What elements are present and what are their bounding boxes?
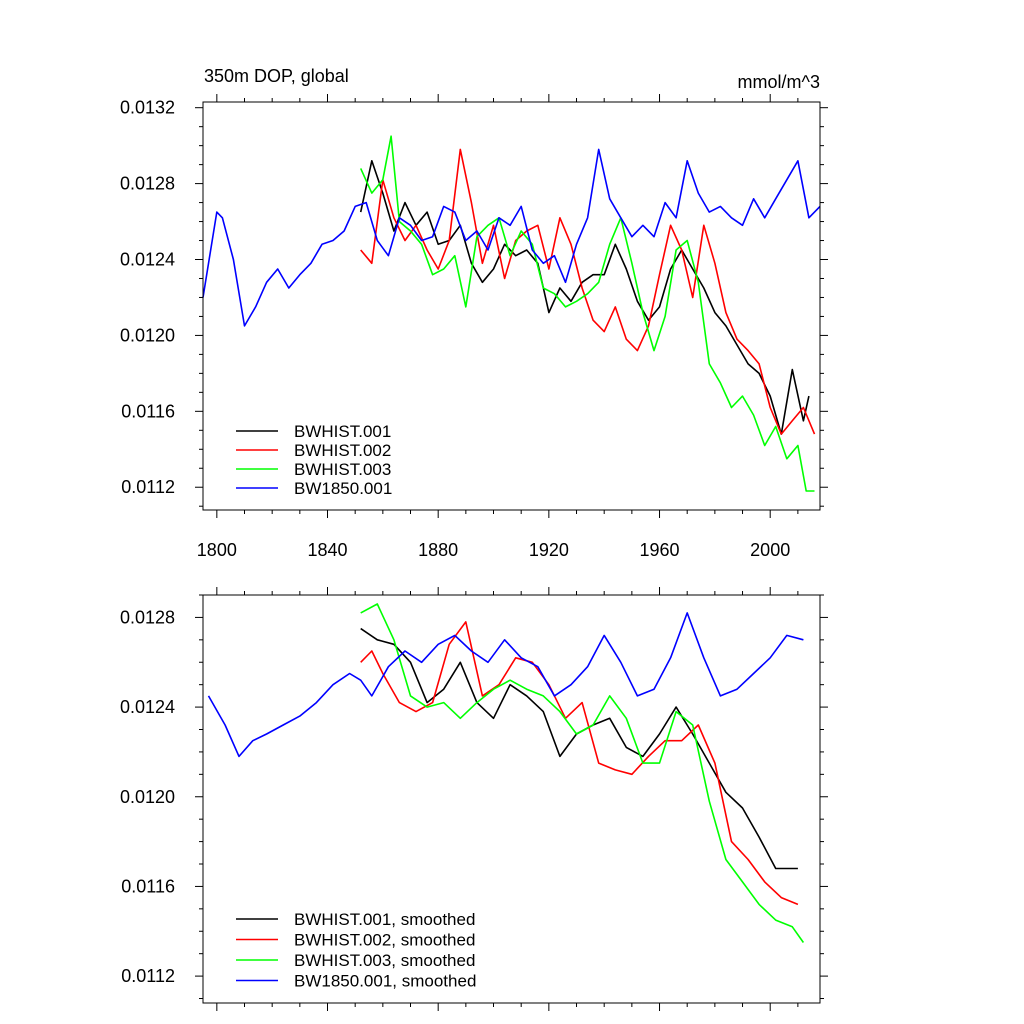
legend-label: BWHIST.003, smoothed: [294, 951, 475, 970]
units-label: mmol/m^3: [738, 72, 820, 92]
bottom-legend: BWHIST.001, smoothed BWHIST.002, smoothed…: [236, 910, 476, 991]
legend-label: BWHIST.001, smoothed: [294, 910, 475, 929]
y-tick-label: 0.0120: [120, 325, 175, 345]
y-tick-label: 0.0124: [120, 250, 175, 270]
panel-title: 350m DOP, global: [204, 66, 349, 86]
y-tick-label: 0.0112: [121, 966, 175, 986]
bottom-panel: 0.0112 0.0116 0.0120 0.0124 0.0128 BWHIST.00…: [120, 587, 828, 1011]
x-tick-label: 1960: [640, 540, 680, 560]
series-line-4: [202, 148, 821, 327]
y-tick-label: 0.0116: [121, 401, 175, 421]
legend-label: BWHIST.003: [294, 460, 391, 479]
legend-label: BW1850.001: [294, 479, 392, 498]
plot-frame: [202, 101, 821, 511]
legend-label: BWHIST.002, smoothed: [294, 931, 475, 950]
y-tick-label: 0.0124: [120, 697, 175, 717]
top-axes: 0.0112 0.0116 0.0120 0.0124 0.0128 0.0132 1800…: [120, 94, 828, 560]
legend-label: BWHIST.001: [294, 422, 391, 441]
series-line-1: [359, 160, 810, 435]
series-line-2: [360, 621, 799, 906]
series-line-3: [359, 135, 815, 492]
x-tick-label: 1880: [418, 540, 458, 560]
series-line-3: [360, 603, 805, 943]
bottom-series-group: [207, 603, 805, 943]
x-tick-label: 2000: [750, 540, 790, 560]
y-tick-label: 0.0128: [120, 607, 175, 627]
y-tick-label: 0.0128: [120, 174, 175, 194]
top-series-group: [202, 135, 821, 492]
bottom-axes: 0.0112 0.0116 0.0120 0.0124 0.0128: [120, 587, 828, 1011]
top-panel: 350m DOP, global mmol/m^3 0.01120.01160.…: [120, 66, 828, 560]
y-tick-label: 0.0112: [121, 477, 175, 497]
plot-frame: [202, 594, 821, 1004]
y-tick-label: 0.0116: [121, 876, 175, 896]
series-line-4: [207, 612, 804, 758]
x-tick-label: 1920: [529, 540, 569, 560]
legend-label: BW1850.001, smoothed: [294, 972, 476, 991]
y-tick-label: 0.0120: [120, 787, 175, 807]
series-line-2: [360, 148, 816, 435]
y-tick-label: 0.0132: [120, 98, 175, 118]
x-tick-label: 1840: [307, 540, 347, 560]
legend-label: BWHIST.002: [294, 441, 391, 460]
x-tick-label: 1800: [197, 540, 237, 560]
